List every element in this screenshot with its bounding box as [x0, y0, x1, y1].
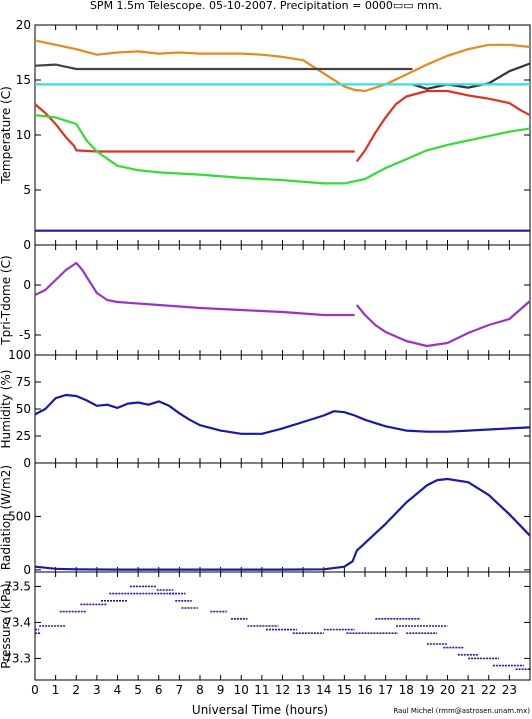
y-tick-label: 0 [23, 456, 31, 470]
y-tick-label: 73.3 [4, 651, 31, 665]
panel-frame [34, 571, 531, 681]
x-axis-label: Universal Time (hours) [192, 703, 328, 717]
y-tick-label: 100 [8, 348, 31, 362]
y-axis-label: Humidity (%) [0, 370, 13, 449]
series-line-7 [34, 114, 531, 185]
x-tick-label: 11 [254, 683, 269, 697]
x-tick-label: 14 [316, 683, 331, 697]
x-tick-label: 10 [234, 683, 249, 697]
x-tick-label: 16 [357, 683, 372, 697]
y-axis-label: Tpri-Tdome (C) [0, 255, 13, 345]
x-tick-label: 3 [93, 683, 101, 697]
y-tick-label: 0 [23, 238, 31, 252]
y-tick-label: 0 [23, 278, 31, 292]
y-tick-label: 73.4 [4, 615, 31, 629]
x-tick-label: 7 [176, 683, 184, 697]
y-axis-label: Radiation (W/m2) [0, 465, 13, 570]
y-tick-label: 10 [16, 128, 31, 142]
x-tick-label: 18 [399, 683, 414, 697]
y-tick-label: 25 [16, 429, 31, 443]
series-line-2 [34, 63, 413, 71]
series-line-3 [412, 62, 531, 90]
y-tick-label: 0 [23, 563, 31, 577]
panel-3: 0 25 50 75 100 Humidity (%) [0, 348, 531, 470]
x-tick-label: 6 [155, 683, 163, 697]
x-tick-label: 8 [196, 683, 204, 697]
series-line-1 [34, 477, 531, 571]
x-tick-label: 21 [460, 683, 475, 697]
y-axis-label: Pressure (kPa) [0, 583, 13, 668]
x-tick-label: 13 [295, 683, 310, 697]
x-tick-label: 9 [217, 683, 225, 697]
x-tick-label: 22 [481, 683, 496, 697]
x-tick-label: 15 [337, 683, 352, 697]
panels: 0 5 10 15 20 Temperature (C) -5 0 Tpri-Tdome (C)… [0, 18, 531, 681]
chart-title: SPM 1.5m Telescope. 05-10-2007. Precipit… [90, 0, 442, 12]
y-tick-label: 5 [23, 183, 31, 197]
x-tick-label: 12 [275, 683, 290, 697]
series-line-5 [34, 103, 355, 153]
y-tick-label: 75 [16, 375, 31, 389]
y-tick-label: 500 [8, 509, 31, 523]
x-tick-label: 5 [134, 683, 142, 697]
series-line-1 [34, 261, 355, 317]
x-tick-label: 20 [440, 683, 455, 697]
series-line-2 [355, 300, 531, 348]
x-tick-label: 23 [502, 683, 517, 697]
series-line-1 [34, 39, 531, 93]
x-tick-label: 17 [378, 683, 393, 697]
x-tick-label: 0 [31, 683, 39, 697]
x-tick-label: 1 [52, 683, 60, 697]
series-line-6 [355, 89, 531, 163]
y-tick-label: -5 [19, 328, 31, 342]
x-tick-label: 4 [114, 683, 122, 697]
y-tick-label: 73.5 [4, 579, 31, 593]
x-tick-label: 2 [72, 683, 80, 697]
panel-frame [34, 354, 531, 464]
panel-1: 0 5 10 15 20 Temperature (C) [0, 18, 531, 252]
x-axis: 0 1 2 3 4 5 6 7 8 9 10 11 12 13 14 15 16 17 18 19 20 21 22 23 [31, 683, 517, 697]
y-axis-label: Temperature (C) [0, 86, 13, 185]
x-tick-label: 19 [419, 683, 434, 697]
y-tick-label: 50 [16, 402, 31, 416]
credit-text: Raul Michel (rmm@astrosen.unam.mx) [393, 707, 530, 715]
y-tick-label: 15 [16, 73, 31, 87]
panel-2: -5 0 Tpri-Tdome (C) [0, 244, 531, 356]
series-line-1 [34, 393, 531, 435]
y-tick-label: 20 [16, 18, 31, 32]
